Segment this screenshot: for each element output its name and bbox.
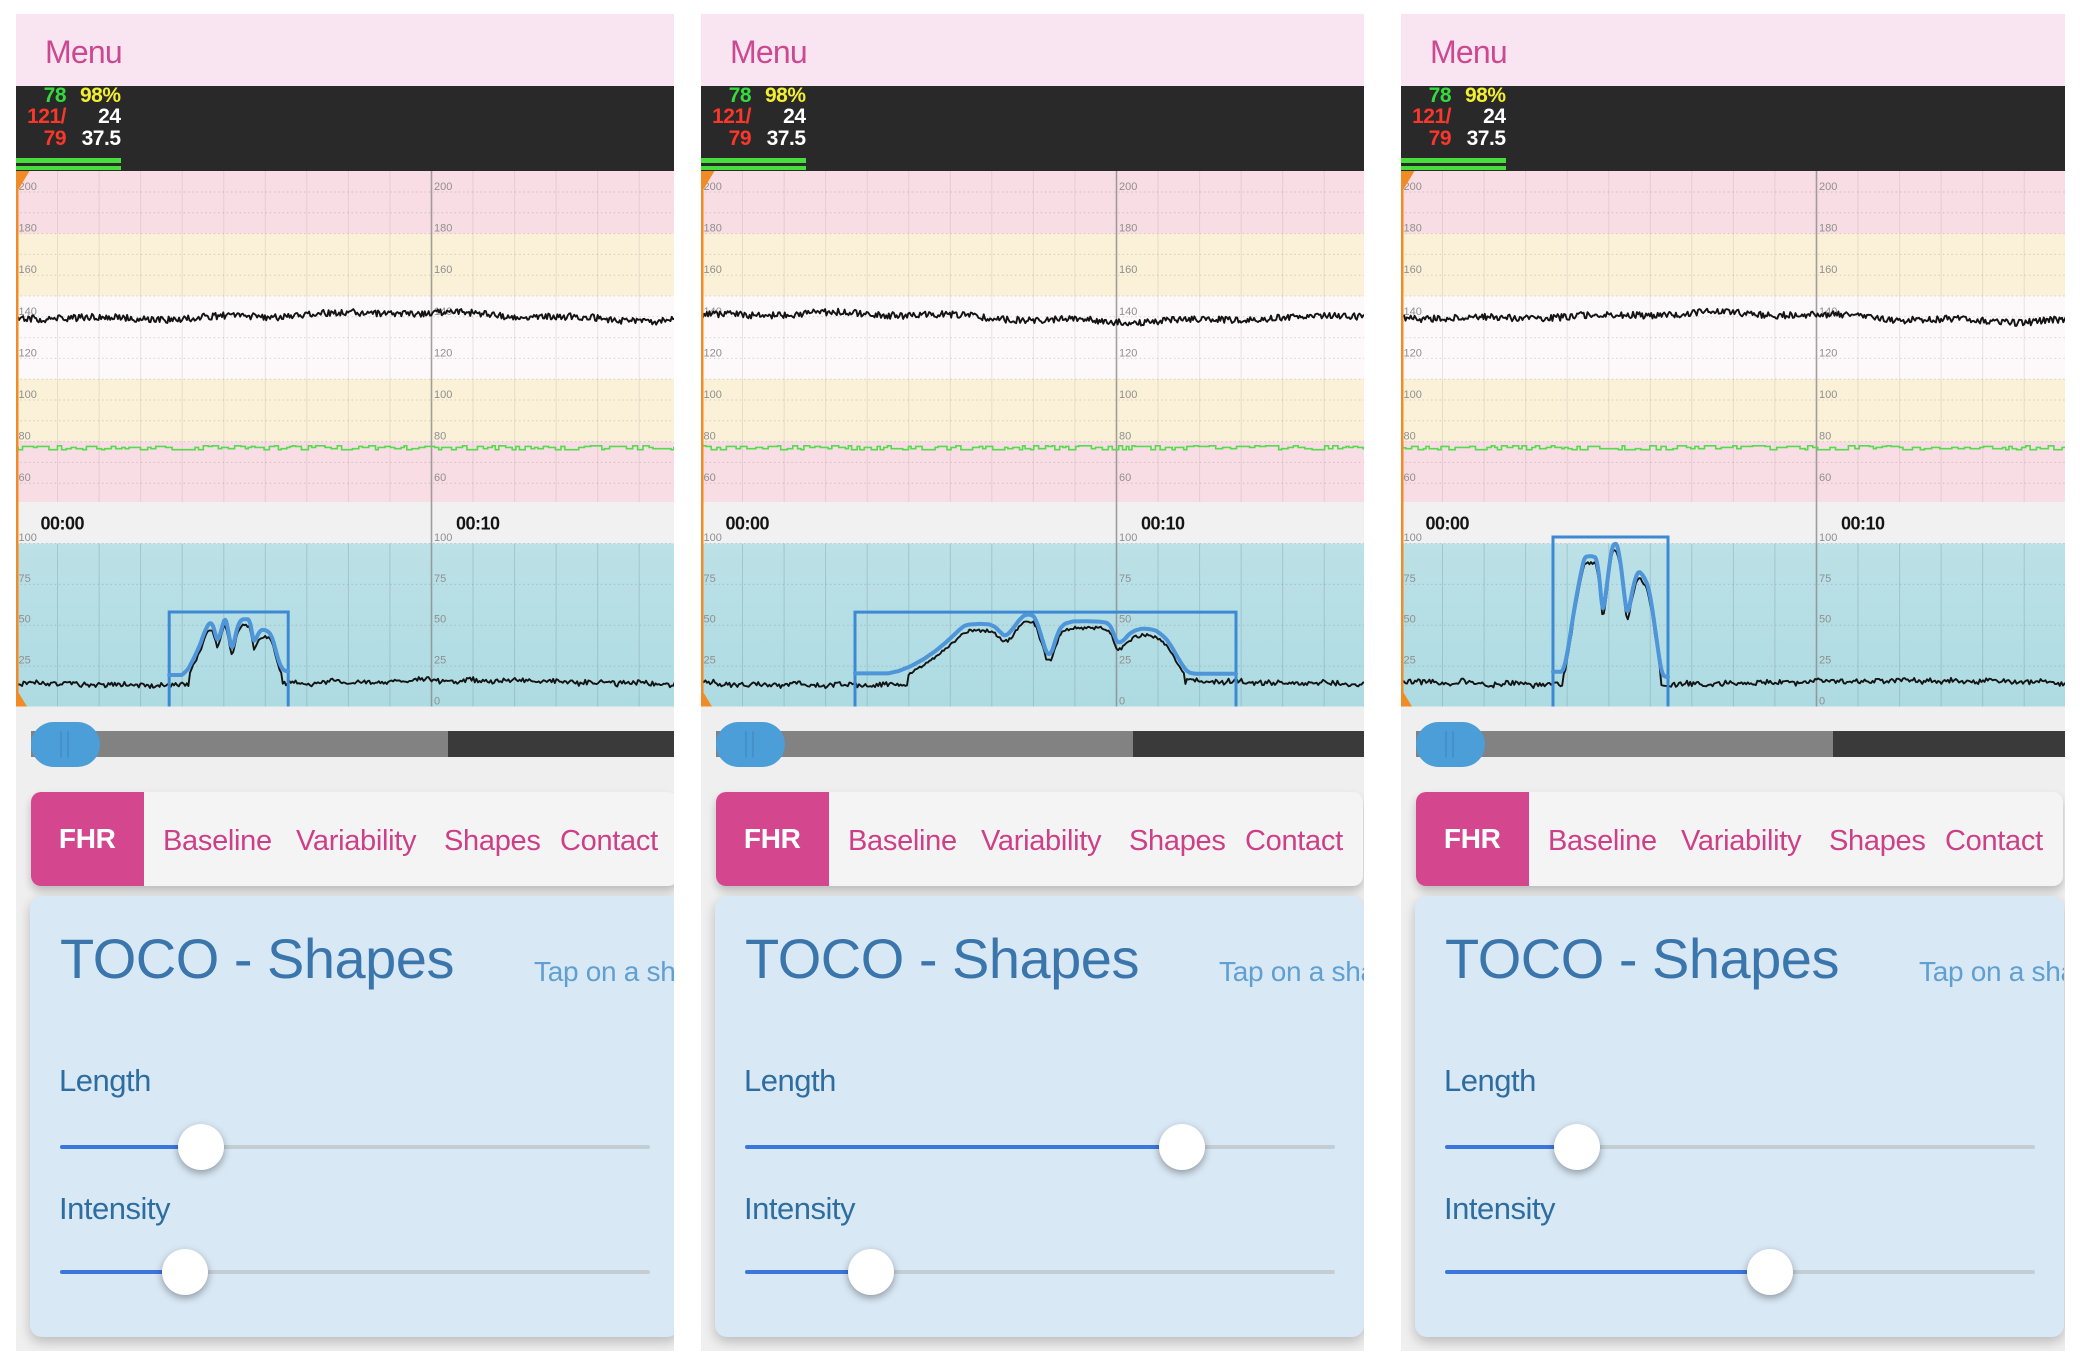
svg-text:100: 100 xyxy=(1404,532,1422,544)
svg-text:50: 50 xyxy=(19,614,31,626)
svg-text:60: 60 xyxy=(19,472,31,484)
svg-text:25: 25 xyxy=(1819,655,1831,667)
svg-text:200: 200 xyxy=(1119,181,1137,193)
svg-text:200: 200 xyxy=(19,181,37,193)
svg-text:100: 100 xyxy=(434,532,452,544)
svg-text:180: 180 xyxy=(1404,223,1422,235)
svg-text:75: 75 xyxy=(1119,573,1131,585)
svg-text:200: 200 xyxy=(704,181,722,193)
svg-text:50: 50 xyxy=(704,614,716,626)
svg-text:50: 50 xyxy=(1119,614,1131,626)
svg-text:100: 100 xyxy=(19,389,37,401)
svg-text:180: 180 xyxy=(704,223,722,235)
svg-text:25: 25 xyxy=(19,655,31,667)
svg-text:100: 100 xyxy=(1819,389,1837,401)
svg-text:80: 80 xyxy=(19,431,31,443)
svg-text:200: 200 xyxy=(1819,181,1837,193)
svg-text:75: 75 xyxy=(434,573,446,585)
svg-text:180: 180 xyxy=(1119,223,1137,235)
svg-text:00:10: 00:10 xyxy=(1141,514,1185,534)
svg-text:00:10: 00:10 xyxy=(456,514,500,534)
svg-text:120: 120 xyxy=(1404,347,1422,359)
svg-text:100: 100 xyxy=(1119,532,1137,544)
svg-text:140: 140 xyxy=(434,306,452,318)
svg-text:25: 25 xyxy=(704,655,716,667)
svg-text:180: 180 xyxy=(19,223,37,235)
svg-text:160: 160 xyxy=(19,264,37,276)
svg-text:75: 75 xyxy=(19,573,31,585)
svg-text:75: 75 xyxy=(1404,573,1416,585)
svg-text:120: 120 xyxy=(434,347,452,359)
svg-text:120: 120 xyxy=(1819,347,1837,359)
svg-text:75: 75 xyxy=(704,573,716,585)
svg-text:180: 180 xyxy=(1819,223,1837,235)
svg-text:75: 75 xyxy=(1819,573,1831,585)
svg-text:200: 200 xyxy=(434,181,452,193)
svg-text:00:00: 00:00 xyxy=(726,514,770,534)
svg-text:25: 25 xyxy=(1404,655,1416,667)
svg-text:120: 120 xyxy=(1119,347,1137,359)
svg-text:80: 80 xyxy=(434,431,446,443)
svg-text:100: 100 xyxy=(1819,532,1837,544)
svg-text:25: 25 xyxy=(1119,655,1131,667)
svg-text:25: 25 xyxy=(434,655,446,667)
svg-text:80: 80 xyxy=(1119,431,1131,443)
svg-text:80: 80 xyxy=(704,431,716,443)
svg-text:200: 200 xyxy=(1404,181,1422,193)
svg-text:140: 140 xyxy=(1404,306,1422,318)
svg-text:160: 160 xyxy=(1404,264,1422,276)
svg-text:80: 80 xyxy=(1819,431,1831,443)
svg-text:100: 100 xyxy=(1404,389,1422,401)
svg-text:100: 100 xyxy=(704,389,722,401)
svg-text:0: 0 xyxy=(434,695,440,706)
svg-text:50: 50 xyxy=(434,614,446,626)
svg-text:180: 180 xyxy=(434,223,452,235)
svg-text:160: 160 xyxy=(1819,264,1837,276)
svg-text:120: 120 xyxy=(19,347,37,359)
svg-text:60: 60 xyxy=(1119,472,1131,484)
svg-text:00:10: 00:10 xyxy=(1841,514,1885,534)
svg-text:0: 0 xyxy=(1119,695,1125,706)
svg-text:160: 160 xyxy=(704,264,722,276)
svg-text:60: 60 xyxy=(1819,472,1831,484)
svg-text:100: 100 xyxy=(434,389,452,401)
svg-text:50: 50 xyxy=(1819,614,1831,626)
svg-text:00:00: 00:00 xyxy=(1426,514,1470,534)
svg-text:00:00: 00:00 xyxy=(41,514,85,534)
svg-text:160: 160 xyxy=(1119,264,1137,276)
svg-text:100: 100 xyxy=(19,532,37,544)
svg-text:120: 120 xyxy=(704,347,722,359)
svg-text:160: 160 xyxy=(434,264,452,276)
svg-text:60: 60 xyxy=(1404,472,1416,484)
svg-text:100: 100 xyxy=(1119,389,1137,401)
svg-text:60: 60 xyxy=(434,472,446,484)
svg-text:50: 50 xyxy=(1404,614,1416,626)
svg-text:0: 0 xyxy=(1819,695,1825,706)
svg-text:100: 100 xyxy=(704,532,722,544)
svg-text:140: 140 xyxy=(1119,306,1137,318)
svg-text:60: 60 xyxy=(704,472,716,484)
svg-text:80: 80 xyxy=(1404,431,1416,443)
